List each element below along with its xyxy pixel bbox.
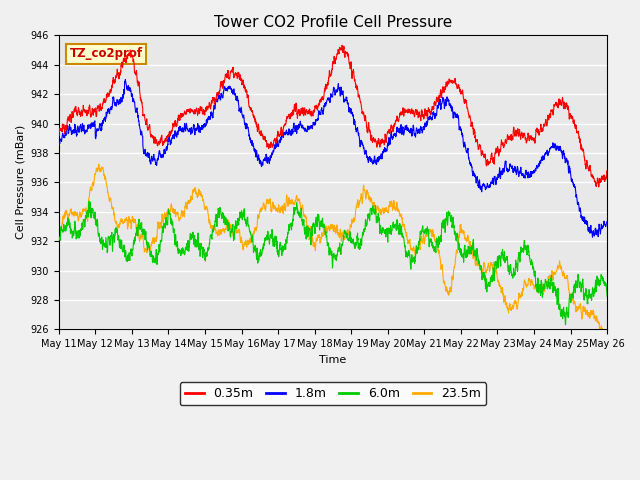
Title: Tower CO2 Profile Cell Pressure: Tower CO2 Profile Cell Pressure [214, 15, 452, 30]
X-axis label: Time: Time [319, 355, 347, 365]
Legend: 0.35m, 1.8m, 6.0m, 23.5m: 0.35m, 1.8m, 6.0m, 23.5m [180, 383, 486, 406]
Text: TZ_co2prof: TZ_co2prof [70, 47, 143, 60]
Y-axis label: Cell Pressure (mBar): Cell Pressure (mBar) [15, 125, 25, 240]
